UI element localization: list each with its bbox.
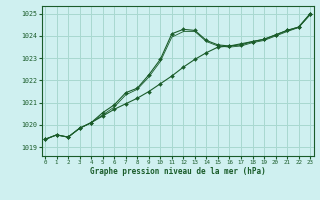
- X-axis label: Graphe pression niveau de la mer (hPa): Graphe pression niveau de la mer (hPa): [90, 167, 266, 176]
